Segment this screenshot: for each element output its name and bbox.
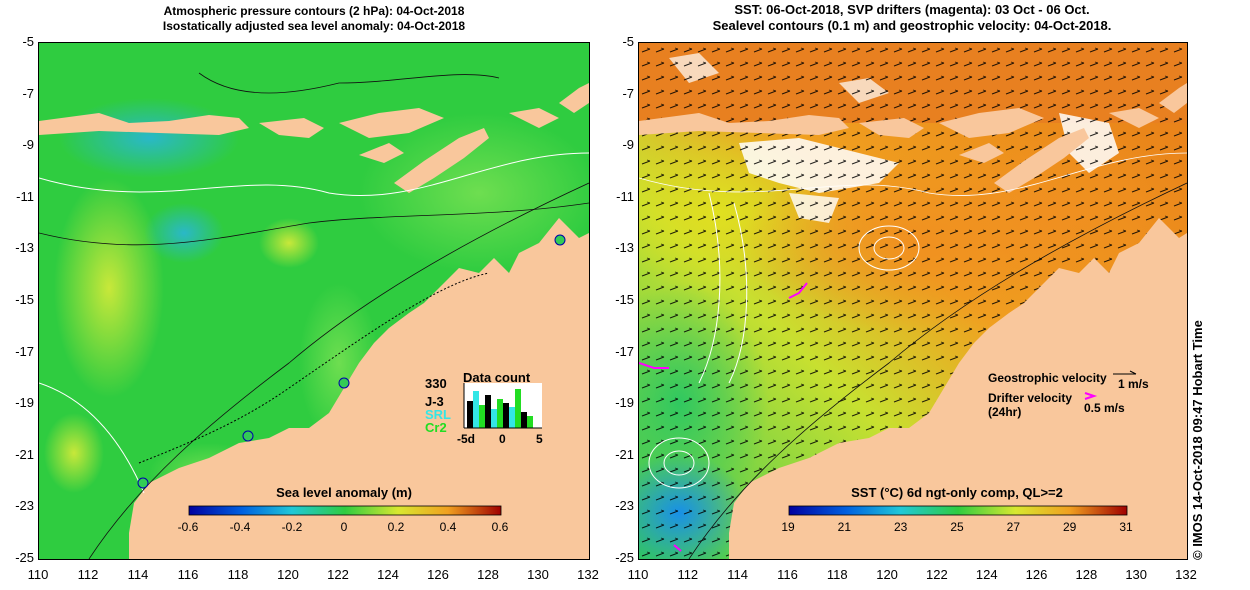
longitude-tick: 118: [826, 567, 848, 582]
latitude-tick: -9: [22, 137, 34, 153]
sla-colorbar-label: Sea level anomaly (m): [276, 485, 412, 500]
sst-colorbar-tick: 25: [950, 520, 964, 534]
australia-land: [129, 218, 589, 559]
longitude-tick: 122: [926, 567, 948, 582]
sumba-island: [359, 143, 404, 163]
sst-colorbar: [788, 505, 1128, 516]
australia-land-right: [729, 218, 1187, 559]
right-map-title: SST: 06-Oct-2018, SVP drifters (magenta)…: [638, 2, 1186, 34]
latitude-tick: -23: [15, 498, 34, 514]
left-map-title: Atmospheric pressure contours (2 hPa): 0…: [40, 4, 588, 34]
data-count-max: 330: [425, 376, 447, 391]
longitude-tick: 126: [427, 567, 449, 582]
latitude-tick: -17: [615, 343, 634, 359]
sst-colorbar-tick: 23: [893, 520, 908, 534]
longitude-tick: 118: [227, 567, 249, 582]
data-count-legend-cr2: Cr2: [425, 420, 447, 435]
geostrophic-velocity-scale: 1 m/s: [1118, 377, 1149, 391]
drifter-track-2: [639, 362, 669, 369]
data-count-legend-j3: J-3: [425, 394, 444, 409]
longitude-tick: 112: [77, 567, 99, 582]
latitude-tick: -25: [15, 550, 34, 565]
data-count-histogram: [463, 383, 542, 429]
longitude-tick: 110: [27, 567, 49, 582]
lombok-island: [259, 118, 324, 138]
data-count-xtick-0: 0: [499, 432, 506, 446]
longitude-tick: 120: [277, 567, 299, 582]
longitude-tick: 130: [1125, 567, 1148, 582]
drifter-velocity-scale: 0.5 m/s: [1084, 401, 1125, 415]
longitude-tick: 110: [627, 567, 649, 582]
longitude-tick: 112: [677, 567, 699, 582]
latitude-tick: -25: [615, 550, 634, 565]
drifter-velocity-period: (24hr): [988, 405, 1022, 419]
latitude-tick: -19: [615, 395, 634, 411]
longitude-tick: 114: [727, 567, 748, 582]
latitude-tick: -5: [22, 34, 34, 49]
drifter-track-1: [788, 282, 808, 299]
data-count-legend-srl: SRL: [425, 407, 451, 422]
latitude-tick: -5: [622, 34, 634, 49]
latitude-tick: -19: [15, 395, 34, 411]
timor-island: [394, 128, 489, 193]
latitude-tick: -23: [615, 498, 634, 514]
data-count-xtick-5: 5: [536, 432, 543, 446]
longitude-tick: 132: [1175, 567, 1197, 582]
latitude-tick: -17: [15, 343, 34, 359]
sst-geostrophic-velocity-map: [638, 42, 1188, 560]
imos-credit: © IMOS 14-Oct-2018 09:47 Hobart Time: [1190, 320, 1205, 560]
data-count-title: Data count: [463, 370, 531, 385]
longitude-tick: 116: [177, 567, 199, 582]
drifter-track-3: [673, 544, 682, 552]
latitude-tick: -11: [16, 188, 34, 204]
latitude-tick: -15: [615, 292, 634, 307]
sst-colorbar-tick: 27: [1006, 520, 1020, 534]
latitude-tick: -21: [15, 446, 34, 462]
longitude-tick: 132: [577, 567, 599, 582]
sst-colorbar-tick: 31: [1119, 520, 1133, 534]
latitude-tick: -7: [22, 85, 34, 101]
longitude-tick: 114: [127, 567, 149, 582]
longitude-tick: 124: [377, 567, 399, 582]
sla-colorbar-tick: -0.2: [281, 520, 303, 534]
sst-colorbar-tick: 19: [781, 520, 795, 534]
latitude-tick: -15: [15, 292, 34, 307]
longitude-tick: 124: [975, 567, 998, 582]
latitude-tick: -7: [622, 85, 634, 101]
drifter-velocity-label: Drifter velocity: [988, 391, 1073, 405]
longitude-tick: 126: [1025, 567, 1048, 582]
sst-colorbar-label: SST (°C) 6d ngt-only comp, QL>=2: [851, 485, 1063, 500]
left-title-line1: Atmospheric pressure contours (2 hPa): 0…: [163, 4, 465, 18]
sea-level-anomaly-map: [38, 42, 590, 560]
wetar-island: [509, 108, 559, 128]
latitude-tick: -21: [615, 446, 634, 462]
java-island: [39, 113, 249, 135]
sla-colorbar-tick: -0.4: [229, 520, 251, 534]
data-count-xtick-minus5: -5d: [457, 432, 475, 446]
longitude-tick: 130: [527, 567, 549, 582]
longitude-tick: 120: [876, 567, 898, 582]
papua-land: [559, 83, 589, 113]
latitude-tick: -9: [622, 137, 634, 153]
sla-colorbar-tick: -0.6: [177, 520, 199, 534]
sla-colorbar-tick: 0.4: [439, 520, 457, 534]
sst-colorbar-tick: 29: [1062, 520, 1077, 534]
geostrophic-velocity-label: Geostrophic velocity: [988, 371, 1107, 385]
longitude-tick: 128: [477, 567, 499, 582]
sla-colorbar-tick: 0.2: [387, 520, 405, 534]
longitude-tick: 116: [777, 567, 798, 582]
flores-island: [339, 108, 444, 138]
sla-colorbar-tick: 0: [340, 520, 348, 534]
latitude-tick: -11: [616, 188, 634, 204]
latitude-tick: -13: [615, 240, 634, 256]
right-title-line1: SST: 06-Oct-2018, SVP drifters (magenta)…: [734, 2, 1090, 17]
sla-colorbar-tick: 0.6: [491, 520, 509, 534]
left-title-line2: Isostatically adjusted sea level anomaly…: [162, 19, 466, 33]
sla-colorbar: [188, 505, 502, 516]
longitude-tick: 122: [327, 567, 349, 582]
right-title-line2: Sealevel contours (0.1 m) and geostrophi…: [712, 18, 1112, 33]
longitude-tick: 128: [1075, 567, 1098, 582]
sst-colorbar-tick: 21: [837, 520, 851, 534]
latitude-tick: -13: [15, 240, 34, 256]
